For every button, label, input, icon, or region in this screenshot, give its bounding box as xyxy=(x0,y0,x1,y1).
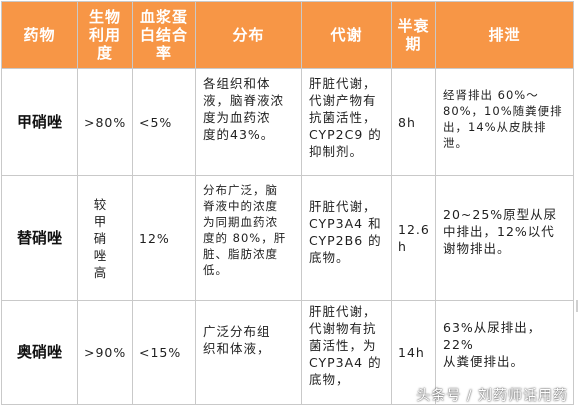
distribution-cell: 各组织和体 液，脑脊液浓 度为血药浓 度的43%。 xyxy=(195,68,302,176)
metabolism-cell: 肝脏代谢， CYP3A4 和 CYP2B6 的 底物。 xyxy=(301,175,392,301)
metabolism-cell: 肝脏代谢， 代谢产物有 抗菌活性， CYP2C9 的 抑制剂。 xyxy=(301,68,392,176)
bioavailability-cell: >90% xyxy=(77,300,133,405)
header-excretion: 排泄 xyxy=(435,1,574,69)
excretion-cell: 20~25%原型从尿 中排出，12%以代 谢物排出。 xyxy=(435,175,574,301)
drug-name-cell: 替硝唑 xyxy=(1,175,78,301)
edge-mark xyxy=(576,300,578,312)
header-metabolism: 代谢 xyxy=(301,1,392,69)
drug-comparison-table: 药物 生物 利用 度 血浆蛋 白结合 率 分布 代谢 半衰 期 排泄 甲硝唑 >… xyxy=(1,1,574,405)
header-distribution: 分布 xyxy=(195,1,302,69)
bioavailability-cell: 较 甲 硝 唑 高 xyxy=(77,175,133,301)
header-protein-binding: 血浆蛋 白结合 率 xyxy=(132,1,196,69)
excretion-cell: 63%从尿排出，22% 从粪便排出。 xyxy=(435,300,574,405)
header-bioavailability: 生物 利用 度 xyxy=(77,1,133,69)
metabolism-cell: 肝脏代谢， 代谢物有抗 菌活性，为 CYP3A4 的 底物， xyxy=(301,300,392,405)
drug-name-cell: 甲硝唑 xyxy=(1,68,78,176)
header-half-life: 半衰 期 xyxy=(391,1,436,69)
distribution-cell: 分布广泛，脑 脊液中的浓度 为同期血药浓 度的 80%，肝 脏、脂肪浓度 低。 xyxy=(195,175,302,301)
protein-binding-cell: <15% xyxy=(132,300,196,405)
half-life-cell: 8h xyxy=(391,68,436,176)
header-row: 药物 生物 利用 度 血浆蛋 白结合 率 分布 代谢 半衰 期 排泄 xyxy=(1,1,574,69)
protein-binding-cell: 12% xyxy=(132,175,196,301)
half-life-cell: 14h xyxy=(391,300,436,405)
table-row: 甲硝唑 >80% <5% 各组织和体 液，脑脊液浓 度为血药浓 度的43%。 肝… xyxy=(1,68,574,176)
header-drug: 药物 xyxy=(1,1,78,69)
half-life-cell: 12.6 h xyxy=(391,175,436,301)
watermark-text: 头条号 / 刘药师话用药 xyxy=(416,388,568,404)
excretion-cell: 经肾排出 60%～ 80%，10%随粪便排 出，14%从皮肤排泄。 xyxy=(435,68,574,176)
protein-binding-cell: <5% xyxy=(132,68,196,176)
table-row: 奥硝唑 >90% <15% 广泛分布组 织和体液， 肝脏代谢， 代谢物有抗 菌活… xyxy=(1,300,574,405)
table-row: 替硝唑 较 甲 硝 唑 高 12% 分布广泛，脑 脊液中的浓度 为同期血药浓 度… xyxy=(1,175,574,301)
distribution-cell: 广泛分布组 织和体液， xyxy=(195,300,302,405)
drug-name-cell: 奥硝唑 xyxy=(1,300,78,405)
bioavailability-cell: >80% xyxy=(77,68,133,176)
